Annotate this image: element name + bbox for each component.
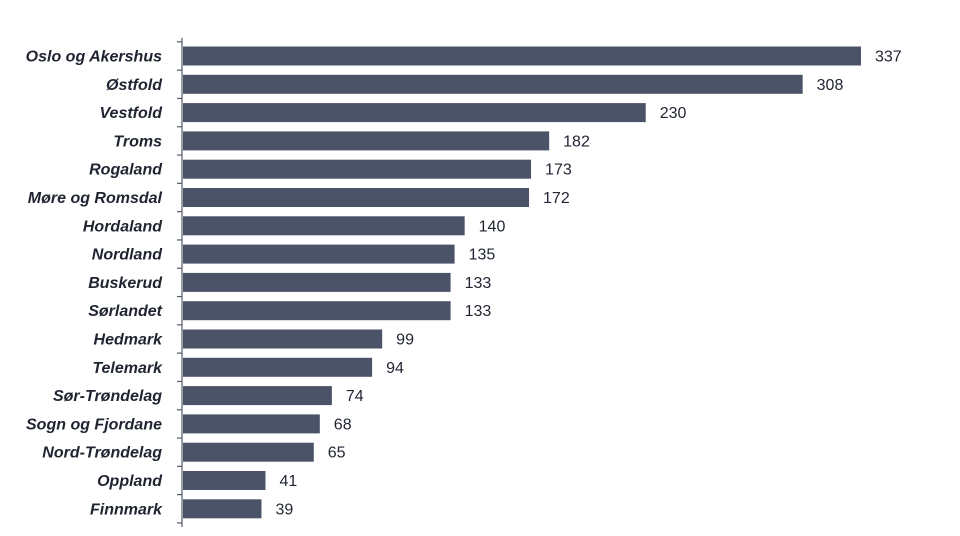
value-label-11: 94 [386, 360, 404, 377]
category-label-5: Møre og Romsdal [28, 190, 163, 207]
value-label-10: 99 [396, 332, 414, 349]
value-label-16: 39 [275, 501, 293, 518]
value-label-9: 133 [465, 303, 492, 320]
bars-layer [183, 46, 861, 519]
value-label-15: 41 [279, 473, 297, 490]
category-label-14: Nord-Trøndelag [42, 445, 162, 462]
value-label-4: 173 [545, 162, 572, 179]
bar-2 [183, 103, 646, 123]
bar-5 [183, 188, 530, 207]
category-label-0: Oslo og Akershus [26, 49, 162, 66]
category-label-10: Hedmark [94, 332, 164, 349]
value-label-5: 172 [543, 190, 570, 207]
value-label-6: 140 [479, 218, 506, 235]
value-label-8: 133 [465, 275, 492, 292]
value-label-1: 308 [817, 77, 844, 94]
bar-3 [183, 131, 550, 151]
bar-14 [183, 442, 314, 462]
category-label-9: Sørlandet [88, 303, 162, 320]
bar-8 [183, 272, 451, 292]
category-label-1: Østfold [106, 77, 163, 94]
category-label-8: Buskerud [88, 275, 163, 292]
bar-15 [183, 471, 266, 490]
value-label-2: 230 [660, 105, 687, 122]
category-label-3: Troms [113, 133, 162, 150]
axis-layer [177, 37, 183, 527]
value-label-7: 135 [469, 247, 496, 264]
labels-layer: Oslo og Akershus 337 Østfold 308 Vestfold 230… [26, 49, 902, 519]
bar-4 [183, 159, 532, 179]
bar-9 [183, 301, 451, 321]
value-label-3: 182 [563, 133, 590, 150]
category-label-12: Sør-Trøndelag [53, 388, 162, 405]
bar-7 [183, 244, 455, 264]
value-label-14: 65 [328, 445, 346, 462]
bar-10 [183, 329, 383, 349]
bar-12 [183, 386, 332, 406]
category-label-13: Sogn og Fjordane [26, 416, 162, 433]
value-label-13: 68 [334, 416, 352, 433]
bar-0 [183, 46, 861, 66]
category-label-6: Hordaland [83, 218, 163, 235]
bar-1 [183, 74, 803, 94]
category-label-16: Finnmark [90, 501, 163, 518]
bar-13 [183, 414, 320, 434]
category-label-15: Oppland [97, 473, 163, 490]
value-label-0: 337 [875, 49, 902, 66]
category-label-2: Vestfold [99, 105, 163, 122]
bar-6 [183, 216, 465, 236]
category-label-11: Telemark [92, 360, 163, 377]
category-label-4: Rogaland [89, 162, 163, 179]
category-label-7: Nordland [92, 247, 163, 264]
bar-16 [183, 499, 262, 519]
bar-11 [183, 357, 373, 377]
value-label-12: 74 [346, 388, 364, 405]
